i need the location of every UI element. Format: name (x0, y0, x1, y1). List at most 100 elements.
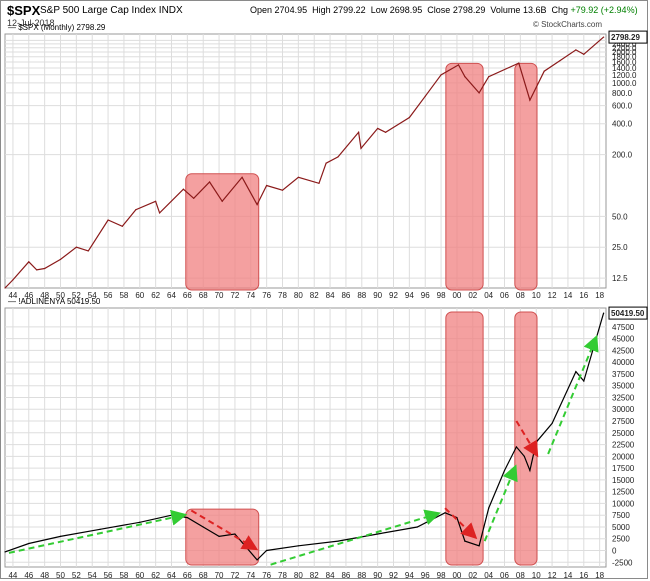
spx-line-point (87, 250, 89, 252)
adl-line-point (551, 422, 553, 424)
spx-last-value-box (608, 30, 648, 44)
spx-line-point (4, 287, 6, 289)
x-tick-label-top: 70 (215, 291, 224, 300)
x-tick-label-bottom: 82 (310, 571, 319, 580)
x-tick-label-bottom: 94 (405, 571, 414, 580)
adl-line-point (202, 526, 204, 528)
x-tick-label-top: 84 (326, 291, 335, 300)
spx-line-point (384, 131, 387, 133)
adl-line-point (297, 545, 299, 547)
adl-y-tick-label: 25000 (612, 429, 635, 438)
adl-y-tick-label: 0 (612, 547, 617, 556)
spx-y-tick-label: 1000.0 (612, 79, 637, 88)
x-tick-label-top: 98 (437, 291, 446, 300)
recession-band-top (445, 62, 484, 291)
adl-line-point (535, 441, 537, 443)
x-tick-label-top: 46 (24, 291, 33, 300)
x-tick-label-bottom: 90 (373, 571, 382, 580)
adl-y-tick-label: 30000 (612, 405, 635, 414)
x-tick-label-bottom: 06 (500, 571, 509, 580)
x-tick-label-top: 80 (294, 291, 303, 300)
spx-line-point (464, 76, 466, 78)
adl-y-tick-label: 32500 (612, 393, 635, 402)
x-tick-label-top: 68 (199, 291, 208, 300)
x-tick-label-bottom: 10 (532, 571, 541, 580)
x-tick-label-top: 74 (246, 291, 255, 300)
spx-line-point (155, 200, 157, 202)
symbol-description: S&P 500 Large Cap Index INDX (40, 5, 183, 16)
spx-line-point (603, 36, 605, 38)
adl-y-tick-label: 40000 (612, 358, 635, 367)
adl-line-point (488, 507, 490, 509)
spx-y-tick-label: 25.0 (612, 243, 628, 252)
spx-line-point (159, 212, 161, 214)
adl-legend: — !ADLINENYA 50419.50 (8, 297, 101, 306)
x-tick-label-top: 92 (389, 291, 398, 300)
adl-line-point (464, 540, 466, 542)
spx-line-point (121, 225, 123, 227)
x-tick-label-top: 88 (357, 291, 366, 300)
x-tick-label-bottom: 50 (56, 571, 65, 580)
chart-header: $SPX S&P 500 Large Cap Index INDX 12-Jul… (4, 2, 644, 32)
x-tick-label-top: 86 (341, 291, 350, 300)
symbol: $SPX (7, 3, 41, 18)
x-tick-label-bottom: 02 (468, 571, 477, 580)
adl-line-point (478, 545, 480, 547)
x-tick-label-bottom: 66 (183, 571, 192, 580)
x-tick-label-top: 00 (452, 291, 461, 300)
spx-line-point (36, 269, 38, 271)
spx-y-tick-label: 12.5 (612, 274, 628, 283)
spx-line-point (543, 70, 545, 72)
high-label: High (312, 5, 331, 15)
spx-line-point (59, 258, 62, 261)
chart-date: 12-Jul-2018 (7, 18, 55, 28)
adl-line-point (234, 533, 236, 535)
spx-line-point (193, 197, 195, 199)
adl-line-point (456, 516, 458, 519)
high-value: 2799.22 (333, 5, 366, 15)
stockcharts-credit: © StockCharts.com (532, 20, 602, 29)
spx-legend: — $SPX (Monthly) 2798.29 (8, 23, 106, 32)
x-tick-label-bottom: 56 (104, 571, 113, 580)
x-tick-label-bottom: 88 (357, 571, 366, 580)
spx-line-point (457, 64, 460, 66)
spx-y-tick-label: 200.0 (612, 151, 633, 160)
adl-y-tick-label: 27500 (612, 417, 635, 426)
adl-line-point (218, 535, 220, 537)
spx-y-tick-label: 800.0 (612, 89, 633, 98)
spx-line-point (325, 162, 327, 164)
x-tick-label-top: 06 (500, 291, 509, 300)
x-tick-label-top: 62 (151, 291, 160, 300)
adl-panel (4, 307, 607, 568)
x-tick-label-bottom: 48 (40, 571, 49, 580)
x-tick-label-bottom: 76 (262, 571, 271, 580)
spx-line-point (256, 204, 258, 206)
x-tick-label-bottom: 58 (119, 571, 128, 580)
green-trend-arrow (270, 509, 441, 566)
x-tick-label-top: 66 (183, 291, 192, 300)
spx-y-tick-label: 1400.0 (612, 64, 637, 73)
x-tick-label-top: 08 (516, 291, 525, 300)
spx-line-point (182, 188, 184, 190)
x-tick-label-bottom: 78 (278, 571, 287, 580)
spx-line-point (478, 92, 480, 94)
spx-line-point (266, 184, 268, 187)
spx-line-point (408, 116, 410, 119)
x-tick-label-top: 90 (373, 291, 382, 300)
x-tick-label-top: 60 (135, 291, 144, 300)
x-tick-label-bottom: 52 (72, 571, 81, 580)
x-tick-label-bottom: 98 (437, 571, 446, 580)
x-tick-label-top: 54 (88, 291, 97, 300)
x-tick-label-top: 02 (468, 291, 477, 300)
adl-y-tick-label: 2500 (612, 535, 630, 544)
adl-line-point (28, 542, 30, 545)
adl-y-tick-label: 37500 (612, 370, 635, 379)
spx-line-point (518, 62, 520, 64)
x-tick-label-bottom: 80 (294, 571, 303, 580)
x-tick-label-bottom: 64 (167, 571, 176, 580)
adl-y-tick-label: 22500 (612, 441, 635, 450)
adl-line-point (377, 533, 379, 535)
spx-line-point (424, 95, 426, 97)
spx-line-point (208, 181, 211, 183)
